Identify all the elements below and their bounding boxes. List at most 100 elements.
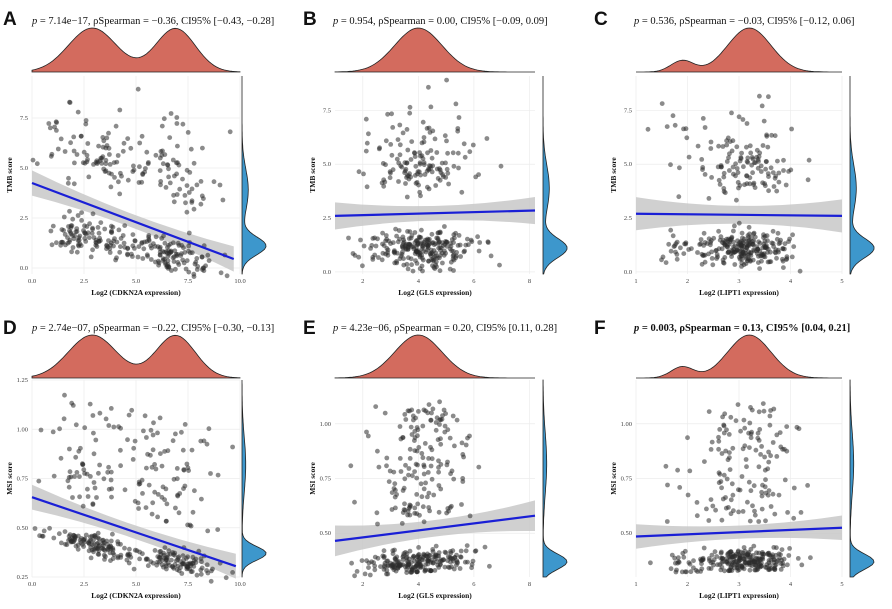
scatter-point [771, 545, 777, 550]
stat-annotation: p = 7.14e−17, ρSpearman = −0.36, CI95% [… [31, 16, 274, 27]
scatter-point [191, 206, 197, 212]
scatter-point [752, 234, 758, 240]
scatter-point [113, 123, 119, 129]
scatter-point [82, 536, 88, 542]
scatter-point [701, 545, 707, 551]
scatter-point [167, 180, 173, 186]
scatter-point [755, 157, 761, 162]
scatter-point [747, 420, 753, 426]
scatter-point [733, 161, 738, 167]
scatter-point [770, 440, 776, 445]
scatter-point [476, 248, 482, 254]
scatter-point [125, 136, 131, 142]
scatter-point [186, 468, 192, 473]
scatter-point [451, 232, 457, 238]
scatter-point [740, 509, 746, 514]
scatter-point [765, 550, 771, 556]
scatter-point [120, 148, 126, 154]
scatter-point [498, 163, 504, 169]
scatter-point [745, 242, 751, 248]
scatter-point [194, 256, 200, 261]
scatter-point [738, 156, 744, 161]
scatter-point [756, 438, 762, 443]
scatter-point [179, 429, 184, 435]
scatter-point [155, 559, 160, 565]
scatter-point [144, 252, 150, 258]
scatter-point [180, 121, 186, 127]
scatter-point [66, 175, 71, 181]
scatter-point [449, 503, 454, 509]
scatter-point [442, 224, 447, 229]
scatter-point [409, 569, 414, 575]
scatter-point [748, 235, 754, 241]
scatter-point [182, 193, 188, 198]
scatter-point [766, 449, 771, 455]
scatter-point [426, 402, 432, 407]
scatter-point [70, 245, 76, 250]
scatter-point [383, 138, 389, 144]
scatter-point [459, 440, 465, 446]
scatter-point [742, 425, 748, 431]
scatter-point [765, 250, 770, 255]
scatter-point [794, 424, 800, 430]
scatter-point [727, 467, 733, 472]
scatter-point [407, 229, 413, 235]
scatter-point [425, 150, 430, 156]
scatter-point [456, 165, 461, 171]
scatter-point [699, 566, 705, 572]
scatter-point [152, 489, 158, 495]
scatter-point [456, 233, 462, 238]
scatter-point [369, 243, 375, 248]
scatter-point [798, 510, 804, 515]
scatter-point [450, 150, 456, 156]
scatter-point [145, 161, 151, 167]
scatter-point [721, 430, 727, 436]
scatter-point [776, 179, 782, 185]
scatter-point [725, 242, 730, 248]
scatter-point [191, 271, 197, 277]
y-tick-label: 0.75 [320, 476, 331, 483]
scatter-point [362, 571, 368, 577]
y-axis-label: TMB score [609, 157, 618, 193]
scatter-point [70, 495, 75, 500]
scatter-point [364, 429, 369, 435]
scatter-point [53, 119, 59, 125]
scatter-point [81, 544, 86, 549]
scatter-point [118, 425, 123, 431]
scatter-point [112, 175, 117, 180]
scatter-point [399, 251, 405, 257]
scatter-point [434, 235, 440, 241]
scatter-point [730, 492, 736, 498]
scatter-point [747, 143, 753, 149]
scatter-point [107, 250, 113, 255]
scatter-point [206, 258, 212, 263]
scatter-point [175, 160, 180, 166]
right-density-area [849, 76, 875, 275]
scatter-point [403, 462, 408, 468]
scatter-point [457, 242, 463, 248]
scatter-point [741, 417, 747, 423]
scatter-point [379, 257, 385, 263]
scatter-point [198, 556, 204, 562]
scatter-point [670, 113, 676, 119]
scatter-point [159, 463, 165, 469]
scatter-point [428, 148, 434, 153]
scatter-point [747, 231, 752, 237]
scatter-point [90, 542, 95, 548]
regression-line [635, 526, 843, 538]
scatter-point [130, 243, 136, 249]
scatter-point [166, 174, 172, 180]
scatter-point [421, 407, 427, 413]
scatter-point [392, 481, 398, 487]
right-density-area [849, 379, 875, 578]
scatter-point [414, 425, 420, 430]
scatter-point [772, 557, 777, 563]
x-tick-label: 6 [472, 581, 476, 588]
scatter-point [772, 133, 778, 139]
x-tick-label: 1 [634, 278, 637, 285]
scatter-point [436, 458, 441, 464]
scatter-point [736, 509, 741, 515]
scatter-point [436, 239, 442, 245]
scatter-point [723, 448, 729, 454]
